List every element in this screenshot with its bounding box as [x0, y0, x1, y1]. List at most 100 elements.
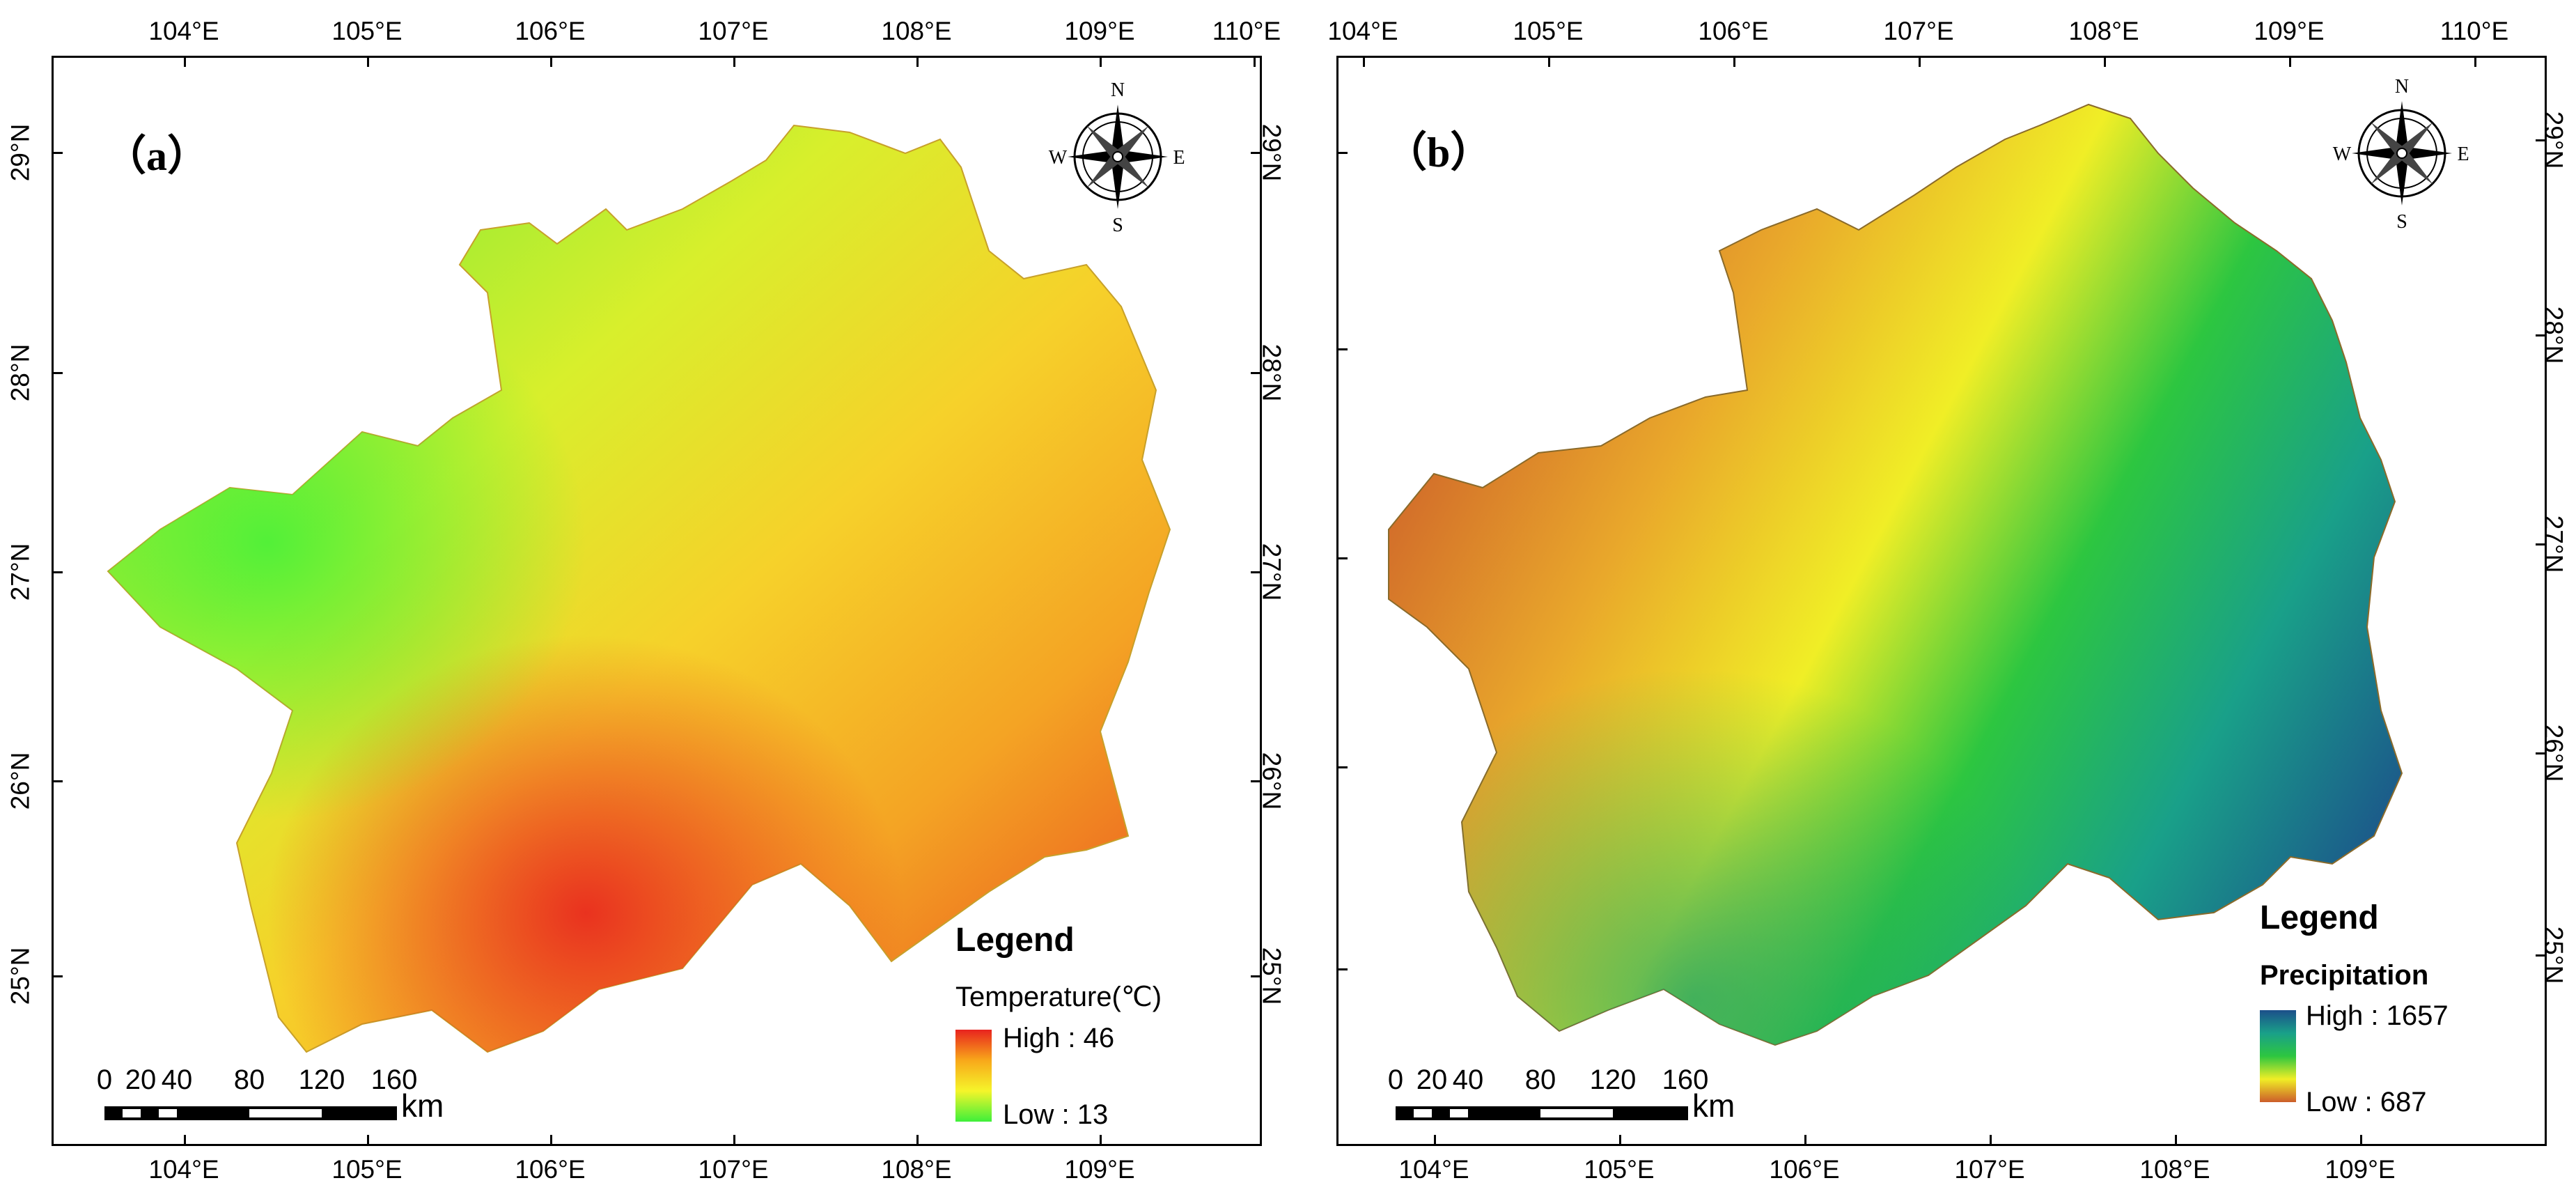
longitude-label-bottom: 107°E	[1954, 1155, 2025, 1184]
tick	[1336, 557, 1348, 559]
scale-label: 80	[1524, 1065, 1556, 1095]
legend-low: Low : 13	[1003, 1099, 1109, 1130]
tick	[1251, 152, 1262, 154]
latitude-label-left: 29°N	[6, 123, 35, 182]
scale-unit: km	[401, 1087, 444, 1124]
tick	[1336, 766, 1348, 768]
longitude-label-top: 109°E	[1064, 17, 1135, 45]
tick	[1251, 571, 1262, 573]
tick	[733, 1135, 735, 1146]
scale-label: 0	[96, 1065, 113, 1095]
tick	[2536, 752, 2547, 754]
tick	[1804, 1135, 1806, 1146]
tick	[1363, 56, 1365, 67]
tick	[1336, 348, 1348, 350]
scale-label: 160	[1662, 1065, 1709, 1095]
legend-title: Legend	[2260, 899, 2379, 936]
tick	[52, 780, 63, 782]
longitude-label-bottom: 108°E	[2139, 1155, 2210, 1184]
legend-color-ramp	[2260, 1010, 2296, 1102]
longitude-label-top: 105°E	[331, 17, 403, 45]
tick	[916, 1135, 919, 1146]
precipitation-map-panel: 104°E 105°E 106°E 107°E 108°E 109°E 110°…	[1288, 0, 2576, 1192]
longitude-label-bottom: 106°E	[1769, 1155, 1840, 1184]
scale-label: 20	[125, 1065, 157, 1095]
latitude-label-right: 25°N	[1257, 947, 1286, 1005]
longitude-label-top: 104°E	[148, 17, 219, 45]
tick	[1434, 1135, 1436, 1146]
tick	[1733, 56, 1735, 67]
scale-label: 20	[1416, 1065, 1448, 1095]
tick	[367, 1135, 369, 1146]
longitude-label-bottom: 106°E	[515, 1155, 586, 1184]
tick	[2289, 56, 2291, 67]
scale-label: 0	[1387, 1065, 1404, 1095]
tick	[550, 56, 552, 67]
latitude-label-left: 25°N	[6, 947, 35, 1005]
scale-label: 120	[298, 1065, 345, 1095]
longitude-label-bottom: 104°E	[1398, 1155, 1469, 1184]
panel-tag: （a）	[104, 133, 209, 179]
longitude-label-top: 110°E	[2440, 17, 2509, 45]
scale-label: 40	[1452, 1065, 1484, 1095]
longitude-label-bottom: 107°E	[698, 1155, 769, 1184]
longitude-label-bottom: 104°E	[148, 1155, 219, 1184]
compass-e: E	[1173, 147, 1185, 169]
tick	[2175, 1135, 2177, 1146]
legend-color-ramp	[955, 1030, 992, 1122]
scale-label: 160	[370, 1065, 418, 1095]
legend-high: High : 1657	[2306, 1000, 2449, 1031]
compass-e: E	[2457, 144, 2469, 165]
longitude-label-top: 110°E	[1212, 17, 1281, 45]
temperature-map-panel: 104°E 105°E 106°E 107°E 108°E 109°E 110°…	[6, 17, 1286, 1184]
longitude-label-top: 106°E	[1698, 17, 1769, 45]
panel-tag: （b）	[1385, 130, 1492, 176]
scale-label: 120	[1589, 1065, 1637, 1095]
scale-label: 80	[233, 1065, 265, 1095]
tick	[916, 56, 919, 67]
compass-rose-icon: N S W E	[1048, 77, 1187, 237]
compass-n: N	[2395, 76, 2409, 98]
compass-s: S	[1112, 215, 1123, 236]
tick	[2536, 334, 2547, 336]
compass-rose-icon: N S W E	[2332, 73, 2472, 233]
longitude-label-top: 104°E	[1327, 17, 1398, 45]
legend-title: Legend	[955, 922, 1075, 959]
tick	[52, 152, 63, 154]
latitude-label-left: 26°N	[6, 752, 35, 810]
latitude-label-right: 28°N	[1257, 343, 1286, 402]
longitude-label-bottom: 105°E	[1584, 1155, 1655, 1184]
tick	[733, 56, 735, 67]
tick	[2104, 56, 2106, 67]
tick	[1251, 372, 1262, 374]
longitude-label-top: 107°E	[698, 17, 769, 45]
longitude-label-top: 107°E	[1883, 17, 1954, 45]
latitude-label-left: 28°N	[6, 343, 35, 402]
tick	[184, 1135, 186, 1146]
legend-variable: Temperature(℃)	[955, 982, 1162, 1012]
temperature-map-region	[107, 124, 1171, 1053]
longitude-label-top: 109°E	[2254, 17, 2325, 45]
tick	[367, 56, 369, 67]
compass-w: W	[2333, 144, 2352, 165]
tick	[52, 372, 63, 374]
latitude-label-right: 27°N	[1257, 543, 1286, 601]
compass-s: S	[2396, 211, 2407, 233]
scale-label: 40	[161, 1065, 193, 1095]
longitude-label-bottom: 108°E	[881, 1155, 952, 1184]
longitude-label-bottom: 109°E	[1064, 1155, 1135, 1184]
scale-bar	[1396, 1106, 1688, 1120]
tick	[1254, 56, 1256, 67]
tick	[1100, 56, 1102, 67]
longitude-label-top: 108°E	[881, 17, 952, 45]
tick	[2474, 56, 2476, 67]
tick	[2536, 954, 2547, 957]
scale-unit: km	[1692, 1087, 1735, 1124]
tick	[2536, 139, 2547, 141]
tick	[2536, 543, 2547, 545]
legend-variable: Precipitation	[2260, 960, 2429, 991]
latitude-label-right: 26°N	[1257, 752, 1286, 810]
tick	[1100, 1135, 1102, 1146]
tick	[550, 1135, 552, 1146]
tick	[52, 571, 63, 573]
